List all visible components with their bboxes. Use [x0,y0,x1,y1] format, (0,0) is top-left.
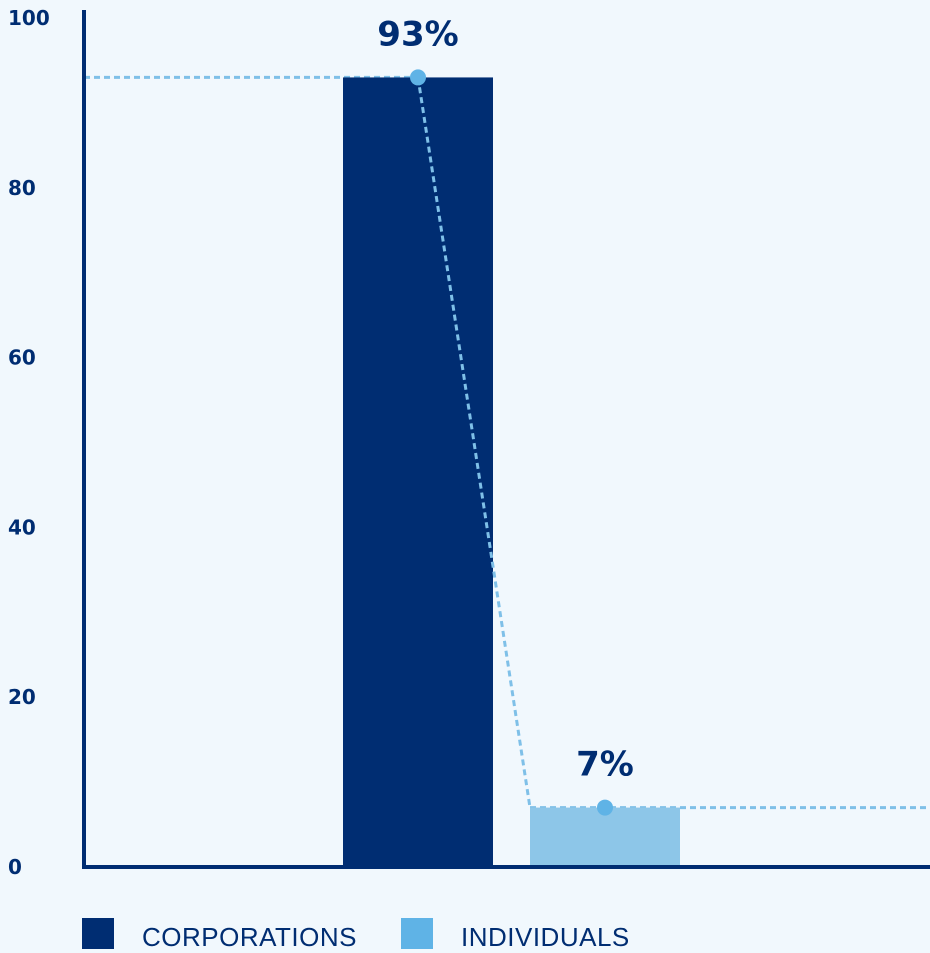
legend-item-individuals: INDIVIDUALS [400,918,630,952]
data-labels: 93% 7% [377,14,634,784]
axes [82,10,930,869]
data-label-corporations: 93% [377,14,458,54]
bar-individuals [530,807,680,867]
y-axis-ticks: 0 20 40 60 80 100 [8,6,50,879]
marker-individuals [597,799,613,816]
bar-corporations [343,77,493,868]
bars [343,77,680,868]
legend: CORPORATIONS INDIVIDUALS [82,918,630,952]
legend-swatch-corporations [82,918,114,949]
connector-line [416,77,532,808]
legend-item-corporations: CORPORATIONS [82,918,357,952]
legend-swatch-individuals [400,918,433,949]
y-tick-label: 60 [8,346,36,370]
y-tick-label: 40 [8,515,36,539]
y-tick-label: 80 [8,176,36,200]
value-markers [410,69,613,816]
data-label-individuals: 7% [576,745,634,785]
y-tick-label: 0 [8,855,22,879]
marker-corporations [410,69,426,86]
reference-dashed-lines [84,75,930,810]
y-tick-label: 20 [8,685,36,709]
trend-connector [416,77,532,808]
y-tick-label: 100 [8,6,50,30]
legend-label-individuals: INDIVIDUALS [460,922,630,952]
legend-label-corporations: CORPORATIONS [142,922,357,952]
